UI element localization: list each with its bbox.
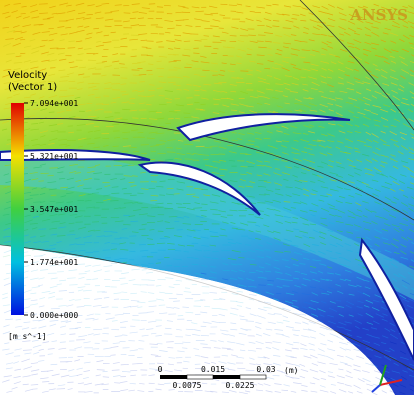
scale-label: 0 [158,365,163,374]
legend-label: 7.094e+001 [30,99,78,108]
scale-segment [240,375,266,379]
scale-label: 0.03 [256,365,275,374]
scale-label: 0.0075 [173,381,202,390]
legend-label: 0.000e+000 [30,311,78,320]
legend-label: 3.547e+001 [30,205,78,214]
legend-label: 5.321e+001 [30,152,78,161]
legend-subtitle: (Vector 1) [8,82,57,93]
scale-segment [160,375,187,379]
scale-label: 0.015 [201,365,225,374]
legend-title: Velocity [8,70,47,81]
legend-label: 1.774e+001 [30,258,78,267]
scale-segment [187,375,213,379]
color-bar [11,103,24,315]
legend-unit: [m s^-1] [8,332,47,341]
scale-label: 0.0225 [226,381,255,390]
brand: ANSYS [349,6,408,24]
scale-segment [213,375,240,379]
scale-unit: (m) [284,366,298,375]
cfd-view: ANSYS Velocity (Vector 1) 7.094e+001 5.32… [0,0,414,395]
